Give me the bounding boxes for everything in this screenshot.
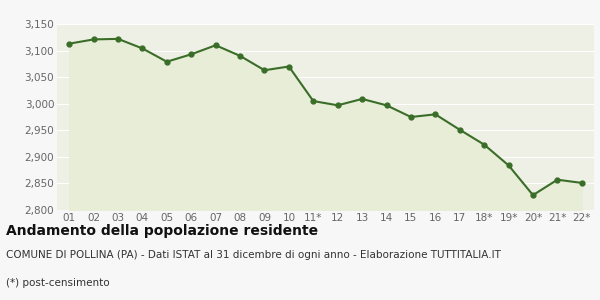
Text: (*) post-censimento: (*) post-censimento xyxy=(6,278,110,287)
Text: Andamento della popolazione residente: Andamento della popolazione residente xyxy=(6,224,318,238)
Text: COMUNE DI POLLINA (PA) - Dati ISTAT al 31 dicembre di ogni anno - Elaborazione T: COMUNE DI POLLINA (PA) - Dati ISTAT al 3… xyxy=(6,250,501,260)
